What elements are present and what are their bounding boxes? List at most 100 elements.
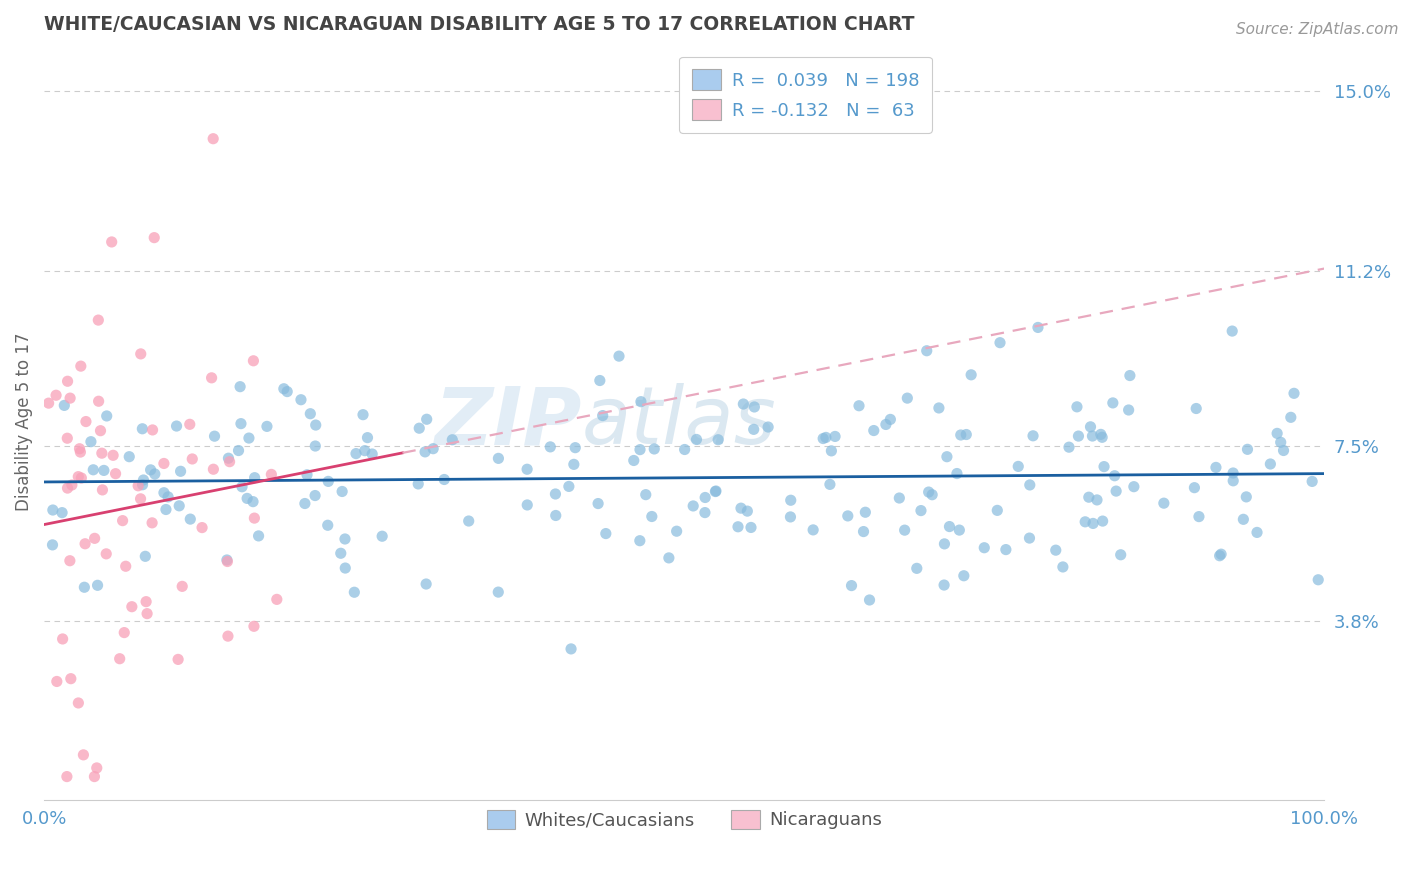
Point [256, 419, 278, 434]
Point [457, 514, 479, 528]
Point [628, 533, 651, 548]
Point [83, 532, 105, 546]
Point [1232, 512, 1254, 526]
Point [72, 747, 94, 762]
Point [229, 417, 252, 431]
Point [862, 424, 884, 438]
Point [1109, 548, 1132, 562]
Point [41, 538, 63, 552]
Point [928, 401, 950, 415]
Point [1272, 443, 1295, 458]
Point [853, 505, 876, 519]
Point [247, 529, 270, 543]
Point [118, 450, 141, 464]
Point [59, 391, 82, 405]
Point [441, 433, 464, 447]
Point [1222, 466, 1244, 480]
Point [422, 442, 444, 456]
Point [304, 439, 326, 453]
Point [1091, 514, 1114, 528]
Point [586, 497, 609, 511]
Point [1282, 386, 1305, 401]
Point [1018, 531, 1040, 545]
Point [143, 467, 166, 481]
Point [294, 496, 316, 510]
Point [949, 428, 972, 442]
Point [643, 442, 665, 456]
Point [779, 493, 801, 508]
Point [83, 770, 105, 784]
Point [69, 442, 91, 456]
Point [685, 433, 707, 447]
Point [905, 561, 928, 575]
Point [73, 580, 96, 594]
Point [67, 696, 90, 710]
Point [266, 592, 288, 607]
Point [243, 511, 266, 525]
Point [305, 418, 328, 433]
Point [136, 607, 159, 621]
Point [1067, 429, 1090, 443]
Point [607, 349, 630, 363]
Point [179, 417, 201, 432]
Point [242, 353, 264, 368]
Point [1220, 324, 1243, 338]
Point [1270, 435, 1292, 450]
Point [96, 409, 118, 423]
Point [59, 672, 82, 686]
Point [820, 443, 842, 458]
Point [824, 429, 846, 443]
Point [217, 451, 239, 466]
Point [299, 407, 322, 421]
Point [1279, 410, 1302, 425]
Point [361, 447, 384, 461]
Point [1022, 429, 1045, 443]
Point [1077, 490, 1099, 504]
Point [1301, 475, 1323, 489]
Point [1052, 560, 1074, 574]
Point [756, 420, 779, 434]
Point [56, 374, 79, 388]
Point [910, 503, 932, 517]
Point [100, 235, 122, 249]
Point [740, 520, 762, 534]
Point [737, 504, 759, 518]
Point [356, 431, 378, 445]
Point [1188, 509, 1211, 524]
Point [1234, 490, 1257, 504]
Point [202, 131, 225, 145]
Point [153, 485, 176, 500]
Point [1080, 420, 1102, 434]
Point [304, 489, 326, 503]
Point [841, 578, 863, 592]
Point [42, 503, 65, 517]
Point [742, 422, 765, 436]
Point [316, 518, 339, 533]
Point [153, 457, 176, 471]
Point [93, 463, 115, 477]
Point [486, 451, 509, 466]
Point [143, 230, 166, 244]
Point [202, 462, 225, 476]
Point [1026, 320, 1049, 334]
Point [229, 379, 252, 393]
Point [779, 510, 801, 524]
Point [329, 546, 352, 560]
Point [166, 419, 188, 434]
Text: Source: ZipAtlas.com: Source: ZipAtlas.com [1236, 22, 1399, 37]
Point [131, 422, 153, 436]
Legend: Whites/Caucasians, Nicaraguans: Whites/Caucasians, Nicaraguans [479, 803, 889, 837]
Point [89, 424, 111, 438]
Point [915, 343, 938, 358]
Point [242, 494, 264, 508]
Point [1118, 403, 1140, 417]
Point [131, 477, 153, 491]
Point [406, 477, 429, 491]
Point [1236, 442, 1258, 457]
Point [935, 450, 957, 464]
Point [59, 554, 82, 568]
Point [938, 519, 960, 533]
Point [852, 524, 875, 539]
Point [623, 453, 645, 467]
Point [260, 467, 283, 482]
